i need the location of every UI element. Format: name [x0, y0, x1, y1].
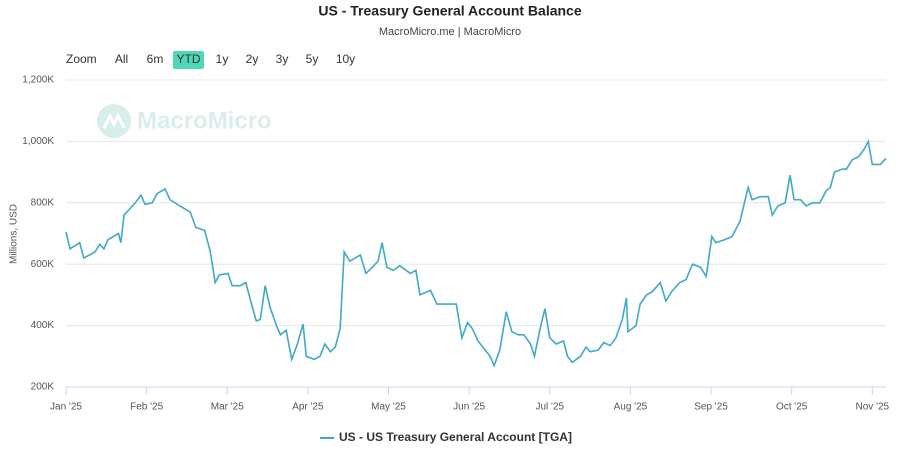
range-button[interactable]: YTD — [177, 52, 201, 66]
chart-subtitle: MacroMicro.me | MacroMicro — [379, 26, 521, 38]
y-tick-label: 200K — [31, 382, 55, 393]
range-button[interactable]: 6m — [147, 52, 164, 66]
y-tick-label: 1,000K — [22, 136, 54, 147]
zoom-label: Zoom — [66, 52, 97, 66]
range-button[interactable]: 2y — [246, 52, 259, 66]
y-tick-label: 400K — [31, 320, 55, 331]
x-tick-label: Oct '25 — [776, 402, 808, 413]
x-tick-label: Sep '25 — [694, 402, 728, 413]
x-tick-label: Jul '25 — [535, 402, 564, 413]
x-tick-label: Mar '25 — [211, 402, 244, 413]
range-button[interactable]: 1y — [216, 52, 229, 66]
y-axis-title: Millions, USD — [9, 204, 20, 264]
range-button[interactable]: 10y — [336, 52, 355, 66]
y-tick-label: 800K — [31, 197, 55, 208]
x-tick-label: Aug '25 — [614, 402, 648, 413]
x-tick-label: Jun '25 — [453, 402, 485, 413]
legend-label[interactable]: US - US Treasury General Account [TGA] — [339, 430, 572, 444]
y-tick-label: 600K — [31, 259, 55, 270]
range-button[interactable]: All — [115, 52, 128, 66]
watermark-logo — [97, 104, 131, 138]
range-button[interactable]: 5y — [306, 52, 319, 66]
x-tick-label: Jan '25 — [50, 402, 82, 413]
x-tick-label: Apr '25 — [292, 402, 324, 413]
y-tick-label: 1,200K — [22, 75, 54, 86]
range-button-bg[interactable] — [173, 51, 204, 69]
x-tick-label: May '25 — [371, 402, 406, 413]
x-tick-label: Feb '25 — [130, 402, 163, 413]
x-tick-label: Nov '25 — [855, 402, 889, 413]
watermark: MacroMicro — [137, 107, 272, 134]
chart-title: US - Treasury General Account Balance — [318, 3, 581, 19]
data-line — [65, 138, 887, 368]
range-button[interactable]: 3y — [276, 52, 289, 66]
